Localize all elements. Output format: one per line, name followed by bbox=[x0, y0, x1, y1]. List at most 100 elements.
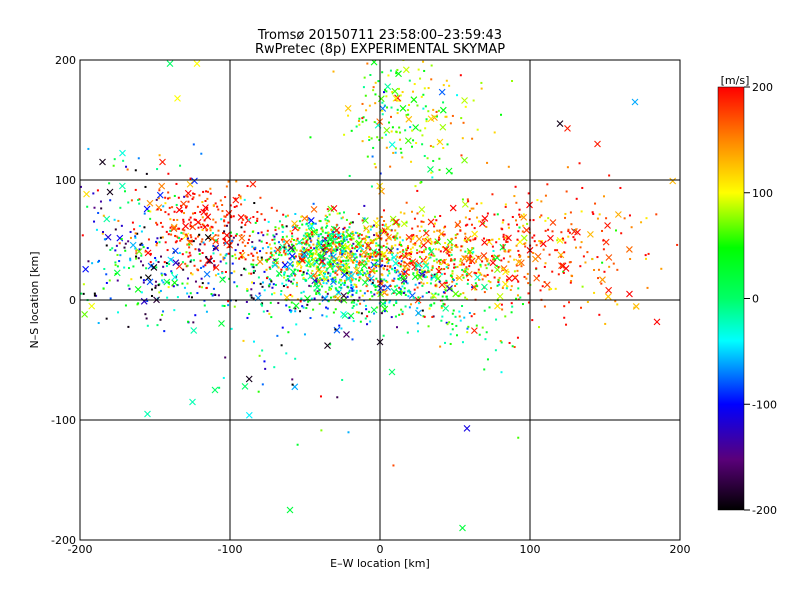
data-point bbox=[521, 303, 524, 306]
data-point bbox=[211, 294, 214, 297]
data-point bbox=[441, 260, 444, 263]
data-point bbox=[511, 80, 514, 83]
data-point bbox=[399, 273, 402, 276]
data-point bbox=[290, 301, 293, 304]
data-point bbox=[327, 242, 330, 245]
data-point bbox=[282, 226, 285, 229]
data-point bbox=[540, 214, 543, 217]
data-point bbox=[383, 285, 386, 288]
data-point bbox=[422, 60, 425, 63]
data-point bbox=[360, 240, 363, 243]
data-point bbox=[145, 172, 148, 175]
data-point bbox=[306, 239, 309, 242]
data-point bbox=[164, 241, 167, 244]
data-point bbox=[418, 255, 421, 258]
data-point-x bbox=[427, 218, 435, 226]
data-point-x bbox=[481, 239, 488, 246]
data-point-x bbox=[344, 104, 352, 112]
data-point bbox=[394, 151, 397, 154]
data-point bbox=[317, 233, 320, 236]
data-point-x bbox=[81, 310, 89, 318]
data-point bbox=[348, 289, 351, 292]
data-point bbox=[134, 188, 137, 191]
data-point bbox=[336, 262, 339, 265]
data-point-x bbox=[182, 222, 190, 230]
data-point bbox=[386, 274, 389, 277]
data-point bbox=[335, 288, 338, 291]
data-point bbox=[351, 236, 354, 239]
data-point bbox=[282, 238, 285, 241]
data-point bbox=[317, 241, 320, 244]
data-point bbox=[93, 294, 96, 297]
data-point bbox=[551, 270, 554, 273]
data-point bbox=[323, 244, 326, 247]
data-point bbox=[324, 290, 327, 293]
data-point bbox=[309, 317, 312, 320]
data-point bbox=[233, 281, 236, 284]
data-point bbox=[269, 279, 272, 282]
chart-title-line-1: Tromsø 20150711 23:58:00–23:59:43 bbox=[257, 28, 503, 43]
data-point bbox=[408, 79, 411, 82]
data-point bbox=[81, 234, 84, 237]
x-tick-label: 0 bbox=[377, 543, 384, 556]
data-point bbox=[341, 237, 344, 240]
data-point bbox=[382, 267, 385, 270]
data-point bbox=[329, 288, 332, 291]
data-point bbox=[446, 246, 449, 249]
data-point bbox=[328, 213, 331, 216]
data-point bbox=[341, 234, 344, 237]
data-point bbox=[334, 270, 337, 273]
data-point bbox=[165, 265, 168, 268]
data-point bbox=[326, 219, 329, 222]
data-point bbox=[368, 255, 371, 258]
data-point bbox=[382, 209, 385, 212]
data-point bbox=[287, 279, 290, 282]
data-point bbox=[538, 216, 541, 219]
data-point bbox=[516, 223, 519, 226]
data-point bbox=[294, 274, 297, 277]
data-point bbox=[200, 277, 203, 280]
data-point-x bbox=[287, 244, 295, 252]
data-point bbox=[470, 207, 473, 210]
data-point bbox=[504, 315, 507, 318]
data-point bbox=[235, 233, 238, 236]
data-point bbox=[543, 265, 546, 268]
data-point bbox=[428, 257, 431, 260]
data-point bbox=[278, 220, 281, 223]
data-point-x bbox=[501, 280, 509, 288]
data-point bbox=[252, 263, 255, 266]
data-point bbox=[450, 172, 453, 175]
data-point bbox=[418, 268, 421, 271]
data-point bbox=[175, 235, 178, 238]
data-point bbox=[93, 292, 96, 295]
data-point bbox=[449, 274, 452, 277]
data-point bbox=[500, 371, 503, 374]
data-point bbox=[408, 273, 411, 276]
data-point bbox=[501, 287, 504, 290]
data-point bbox=[320, 270, 323, 273]
data-point bbox=[486, 258, 489, 261]
data-point bbox=[109, 199, 112, 202]
data-point bbox=[463, 316, 466, 319]
data-point bbox=[220, 218, 223, 221]
data-point bbox=[273, 366, 276, 369]
data-point bbox=[433, 259, 436, 262]
data-point bbox=[507, 249, 510, 252]
data-point bbox=[198, 253, 201, 256]
data-point bbox=[437, 109, 440, 112]
data-point bbox=[396, 269, 399, 272]
data-point bbox=[242, 339, 245, 342]
data-point bbox=[203, 299, 206, 302]
data-point bbox=[502, 257, 505, 260]
data-point bbox=[297, 229, 300, 232]
data-point bbox=[399, 265, 402, 268]
data-point bbox=[381, 250, 384, 253]
data-point bbox=[343, 284, 346, 287]
data-point bbox=[332, 259, 335, 262]
data-point bbox=[349, 279, 352, 282]
data-point bbox=[630, 226, 633, 229]
data-point bbox=[326, 307, 329, 310]
data-point bbox=[592, 212, 595, 215]
data-point bbox=[485, 225, 488, 228]
data-point bbox=[516, 269, 519, 272]
